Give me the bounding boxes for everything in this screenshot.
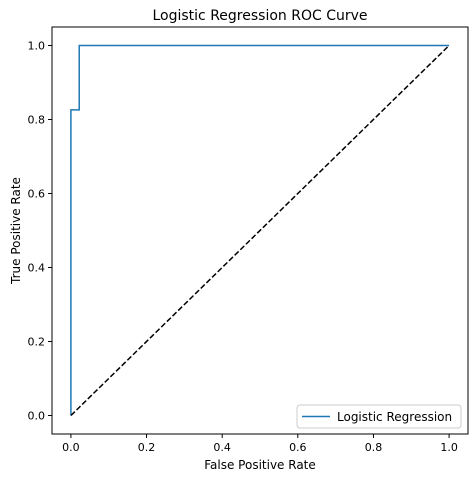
y-tick-label: 0.4 [28,262,46,275]
y-tick-label: 0.8 [28,114,46,127]
x-tick-label: 0.4 [213,441,231,454]
y-tick-label: 0.0 [28,410,46,423]
x-tick-label: 0.2 [138,441,156,454]
series-line-logistic-regression [70,44,450,416]
x-tick-label: 0.6 [289,441,307,454]
series-line-reference-diagonal [70,44,450,417]
chart-title: Logistic Regression ROC Curve [152,8,367,24]
legend-label-logistic-regression: Logistic Regression [337,410,452,424]
y-tick-label: 0.2 [28,336,46,349]
plot-frame [51,26,469,435]
plot-lines [70,44,450,417]
legend: Logistic Regression [296,404,462,429]
x-tick-label: 1.0 [440,441,458,454]
y-axis-ticks: 0.0 0.2 0.4 0.6 0.8 1.0 [28,40,52,423]
y-axis-label: True Positive Rate [9,177,23,285]
y-tick-label: 1.0 [28,40,46,53]
x-tick-label: 0.0 [62,441,80,454]
x-axis-label: False Positive Rate [204,458,316,472]
x-tick-label: 0.8 [365,441,383,454]
y-tick-label: 0.6 [28,188,46,201]
x-axis-ticks: 0.0 0.2 0.4 0.6 0.8 1.0 [62,434,458,454]
legend-box [296,404,462,429]
